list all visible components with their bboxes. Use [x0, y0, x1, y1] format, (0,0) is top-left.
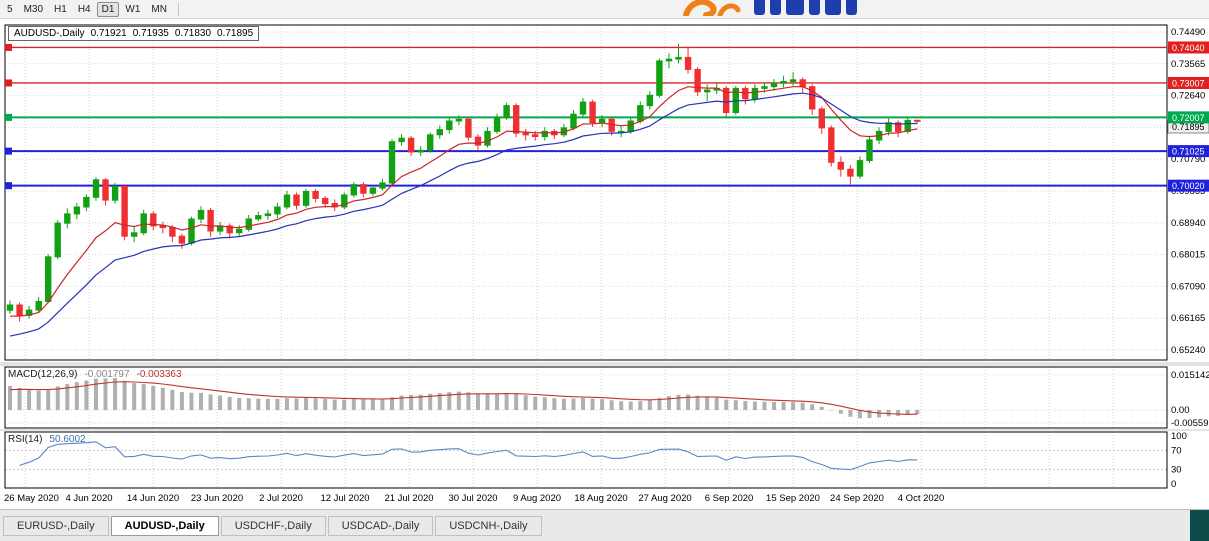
macd-name: MACD(12,26,9) — [8, 369, 78, 380]
timeframe-button-m30[interactable]: M30 — [23, 3, 44, 15]
date-tick: 4 Jun 2020 — [65, 493, 113, 504]
level-price-label — [1168, 145, 1209, 158]
broker-logo-graphic — [683, 0, 857, 16]
price-axis[interactable] — [1168, 20, 1209, 489]
broker-logo — [682, 0, 882, 16]
timeframe-toolbar: 5 M30 H1 H4 D1 W1 MN — [0, 0, 1209, 19]
date-tick: 12 Jul 2020 — [320, 493, 370, 504]
date-axis[interactable]: 26 May 2020 4 Jun 2020 14 Jun 2020 23 Jun 2… — [0, 489, 1209, 509]
date-tick: 27 Aug 2020 — [638, 493, 692, 504]
date-tick: 4 Oct 2020 — [897, 493, 945, 504]
macd-label: MACD(12,26,9) -0.001797 -0.003363 — [8, 369, 182, 380]
date-tick: 24 Sep 2020 — [830, 493, 884, 504]
macd-signal-value: -0.003363 — [136, 369, 182, 380]
svg-text:0.72007: 0.72007 — [1172, 113, 1205, 123]
price-axis-tick: 0.68940 — [1171, 218, 1205, 229]
window-corner — [1190, 510, 1209, 541]
timeframe-button-d1[interactable]: D1 — [96, 1, 120, 17]
date-tick: 26 May 2020 — [4, 493, 59, 504]
rsi-axis-tick: 70 — [1171, 445, 1182, 456]
date-tick: 18 Aug 2020 — [574, 493, 628, 504]
candlesticks — [6, 44, 921, 322]
level-line-handle[interactable] — [5, 182, 12, 190]
level-price-label — [1168, 76, 1209, 89]
macd-signal-line — [9, 381, 918, 415]
chart-tab-audusd[interactable]: AUDUSD-,Daily — [110, 515, 219, 536]
svg-text:0.71025: 0.71025 — [1172, 147, 1205, 157]
timeframe-button-5[interactable]: 5 — [7, 3, 13, 15]
ma-slow-line — [9, 92, 918, 337]
date-tick: 21 Jul 2020 — [384, 493, 434, 504]
price-axis-tick: 0.65240 — [1171, 345, 1205, 356]
timeframe-button-mn[interactable]: MN — [151, 3, 167, 15]
date-tick: 2 Jul 2020 — [259, 493, 303, 504]
date-tick: 6 Sep 2020 — [704, 493, 754, 504]
chart-close-value: 0.71895 — [217, 28, 254, 39]
chart-low-value: 0.71830 — [174, 28, 212, 39]
date-tick: 15 Sep 2020 — [766, 493, 820, 504]
timeframe-button-h4[interactable]: H4 — [77, 3, 91, 15]
rsi-label: RSI(14) 50.6002 — [8, 434, 86, 445]
level-line-handle[interactable] — [5, 43, 12, 51]
rsi-line — [19, 441, 918, 471]
macd-histogram — [8, 378, 920, 419]
macd-main-value: -0.001797 — [84, 369, 130, 380]
price-axis-tick: 0.72640 — [1171, 91, 1205, 102]
price-axis-tick: 0.70790 — [1171, 154, 1205, 165]
svg-text:0.73007: 0.73007 — [1172, 78, 1205, 88]
svg-text:0.70020: 0.70020 — [1172, 181, 1205, 191]
chart-open-value: 0.71921 — [90, 28, 127, 39]
chart-tab-bar: EURUSD-,Daily AUDUSD-,Daily USDCHF-,Daily U… — [0, 509, 1209, 541]
chart-tab-eurusd[interactable]: EURUSD-,Daily — [3, 515, 109, 536]
rsi-axis-tick: 0 — [1171, 479, 1176, 489]
rsi-axis-tick: 100 — [1171, 431, 1187, 442]
chart-symbol-label: AUDUSD-,Daily — [14, 28, 85, 39]
toolbar-separator — [177, 2, 179, 16]
rsi-axis-tick: 30 — [1171, 465, 1182, 476]
level-price-label — [1168, 41, 1209, 54]
panel-divider[interactable] — [0, 362, 1209, 366]
timeframe-button-h1[interactable]: H1 — [54, 3, 67, 15]
svg-text:0.71895: 0.71895 — [1172, 122, 1205, 132]
chart-tab-usdcad[interactable]: USDCAD-,Daily — [327, 515, 434, 536]
chart-high-value: 0.71935 — [132, 28, 169, 39]
rsi-panel[interactable]: 100 70 30 0 — [0, 431, 1209, 489]
date-tick: 14 Jun 2020 — [126, 493, 180, 504]
macd-axis-tick: -0.005595 — [1171, 418, 1209, 429]
price-axis-tick: 0.67090 — [1171, 281, 1205, 292]
level-price-label — [1168, 111, 1209, 124]
svg-text:0.74040: 0.74040 — [1172, 43, 1205, 53]
price-axis-tick: 0.74490 — [1171, 27, 1205, 38]
chart-tab-usdcnh[interactable]: USDCNH-,Daily — [435, 515, 542, 536]
rsi-value: 50.6002 — [49, 434, 86, 445]
date-tick: 9 Aug 2020 — [512, 493, 562, 504]
macd-axis-tick: 0.015142 — [1171, 370, 1209, 381]
chart-title-box: AUDUSD-,Daily 0.71921 0.71935 0.71830 0.… — [8, 26, 260, 41]
price-axis-tick: 0.68015 — [1171, 250, 1205, 261]
panel-divider[interactable] — [0, 429, 1209, 431]
date-tick: 23 Jun 2020 — [190, 493, 244, 504]
level-price-label — [1168, 179, 1209, 192]
level-line-handle[interactable] — [5, 113, 12, 121]
macd-axis-tick: 0.00 — [1171, 405, 1190, 416]
date-tick: 30 Jul 2020 — [448, 493, 498, 504]
chart-tab-usdchf[interactable]: USDCHF-,Daily — [220, 515, 326, 536]
rsi-name: RSI(14) — [8, 434, 43, 445]
macd-panel[interactable]: 0.015142 0.00 -0.005595 — [0, 366, 1209, 429]
price-axis-tick: 0.73565 — [1171, 59, 1205, 70]
price-axis-tick: 0.66165 — [1171, 313, 1205, 324]
timeframe-button-w1[interactable]: W1 — [125, 3, 141, 15]
level-line-handle[interactable] — [5, 79, 12, 87]
main-chart[interactable]: 0.744900.735650.726400.717150.707900.698… — [0, 20, 1209, 362]
level-line-handle[interactable] — [5, 147, 12, 155]
ma-fast-line — [9, 86, 918, 317]
